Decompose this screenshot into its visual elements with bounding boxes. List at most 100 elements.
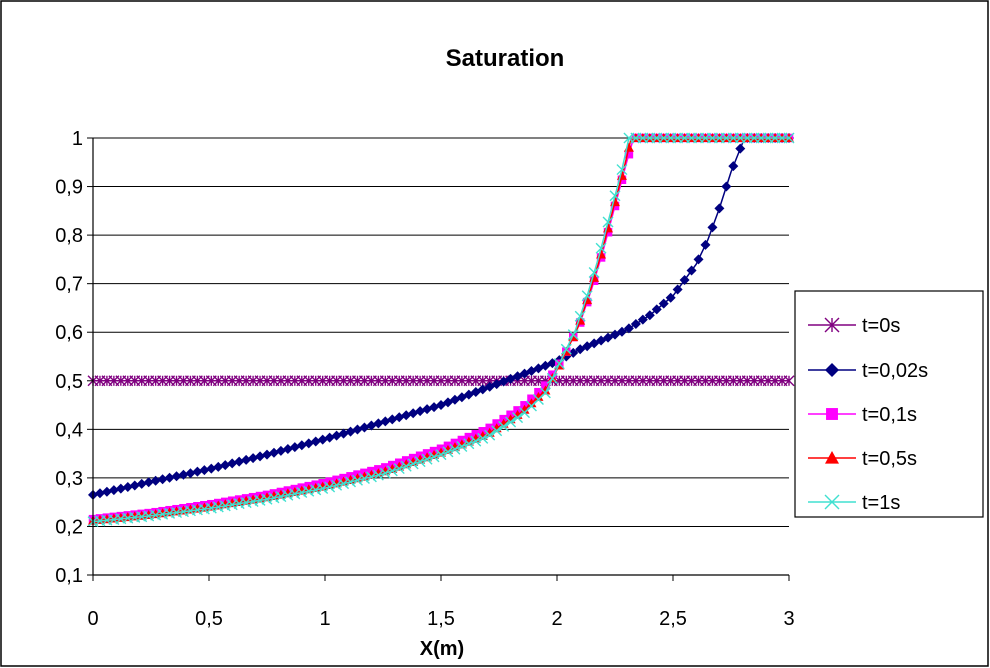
data-point bbox=[553, 358, 565, 370]
marker-stroke bbox=[143, 510, 155, 522]
legend-label: t=0,02s bbox=[862, 360, 928, 382]
marker-stroke bbox=[484, 429, 496, 441]
x-axis-title: X(m) bbox=[420, 638, 464, 660]
marker-stroke bbox=[442, 446, 454, 458]
marker-stroke bbox=[609, 190, 621, 202]
series-4 bbox=[87, 132, 795, 528]
marker-stroke bbox=[414, 456, 426, 468]
marker-stroke bbox=[477, 432, 489, 444]
data-point bbox=[637, 314, 648, 325]
data-point bbox=[220, 460, 231, 471]
marker-stroke bbox=[553, 358, 565, 370]
marker-stroke bbox=[177, 506, 189, 518]
marker-stroke bbox=[498, 420, 510, 432]
data-point bbox=[227, 458, 238, 469]
data-point bbox=[379, 467, 391, 479]
marker-stroke bbox=[233, 498, 245, 510]
marker-stroke bbox=[282, 489, 294, 501]
legend-label: t=0,5s bbox=[862, 448, 917, 470]
data-point bbox=[658, 298, 669, 309]
legend-frame bbox=[794, 290, 984, 518]
data-point bbox=[463, 438, 475, 450]
data-point bbox=[192, 466, 203, 477]
marker-stroke bbox=[310, 484, 322, 496]
data-point bbox=[108, 485, 119, 496]
data-point bbox=[289, 442, 300, 453]
x-tick-label: 1 bbox=[319, 608, 330, 630]
data-point bbox=[206, 463, 217, 474]
data-point bbox=[714, 203, 725, 214]
marker-stroke bbox=[546, 372, 558, 384]
data-point bbox=[512, 412, 524, 424]
data-point bbox=[498, 420, 510, 432]
marker-stroke bbox=[157, 508, 169, 520]
data-point bbox=[303, 438, 314, 449]
data-point bbox=[351, 474, 363, 486]
marker-stroke bbox=[574, 310, 586, 322]
marker-stroke bbox=[303, 485, 315, 497]
data-point bbox=[331, 479, 343, 491]
y-tick-label: 0,4 bbox=[55, 419, 83, 441]
data-point bbox=[143, 477, 154, 488]
legend-label: t=0,1s bbox=[862, 404, 917, 426]
data-point bbox=[310, 484, 322, 496]
data-point bbox=[624, 149, 634, 159]
data-point bbox=[484, 429, 496, 441]
data-point bbox=[651, 304, 662, 315]
x-tick-label: 2,5 bbox=[659, 608, 687, 630]
data-point bbox=[505, 416, 517, 428]
data-point bbox=[407, 458, 419, 470]
chart-title: Saturation bbox=[446, 45, 565, 72]
data-point bbox=[477, 432, 489, 444]
data-point bbox=[442, 446, 454, 458]
legend-marker bbox=[824, 494, 840, 510]
marker-stroke bbox=[345, 476, 357, 488]
marker-stroke bbox=[581, 290, 593, 302]
data-point bbox=[268, 492, 280, 504]
data-point bbox=[157, 474, 168, 485]
data-point bbox=[303, 485, 315, 497]
data-point bbox=[581, 290, 593, 302]
x-tick-label: 2 bbox=[551, 608, 562, 630]
data-point bbox=[470, 435, 482, 447]
marker-stroke bbox=[136, 511, 148, 523]
marker-stroke bbox=[219, 500, 231, 512]
data-point bbox=[616, 326, 627, 337]
legend-label: t=1s bbox=[862, 492, 900, 514]
data-point bbox=[199, 465, 210, 476]
data-point bbox=[456, 441, 468, 452]
data-point bbox=[317, 483, 329, 495]
legend-entry: t=0,1s bbox=[808, 404, 917, 426]
marker-stroke bbox=[428, 451, 440, 463]
marker-stroke bbox=[129, 511, 141, 523]
marker-stroke bbox=[783, 132, 795, 144]
marker-stroke bbox=[400, 460, 412, 472]
data-point bbox=[248, 453, 259, 464]
marker-stroke bbox=[567, 329, 579, 341]
legend-entry: t=0s bbox=[808, 315, 900, 337]
data-point bbox=[115, 483, 126, 494]
marker-stroke bbox=[435, 449, 447, 461]
data-point bbox=[310, 436, 321, 447]
data-point bbox=[491, 425, 503, 437]
legend-marker bbox=[824, 317, 840, 333]
marker-stroke bbox=[595, 242, 607, 254]
y-tick-label: 0,2 bbox=[55, 516, 83, 538]
legend-entry: t=1s bbox=[808, 492, 900, 514]
y-tick-label: 0,1 bbox=[55, 565, 83, 587]
y-tick-label: 0,5 bbox=[55, 371, 83, 393]
data-point bbox=[101, 486, 112, 497]
marker-stroke bbox=[372, 469, 384, 481]
marker-stroke bbox=[512, 412, 524, 424]
data-point bbox=[164, 472, 175, 483]
marker-stroke bbox=[268, 492, 280, 504]
marker-stroke bbox=[602, 216, 614, 228]
data-point bbox=[275, 491, 287, 503]
marker-stroke bbox=[296, 487, 308, 499]
data-point bbox=[268, 447, 279, 458]
marker-stroke bbox=[198, 503, 210, 515]
marker-stroke bbox=[358, 473, 370, 485]
data-point bbox=[282, 443, 293, 454]
marker-stroke bbox=[171, 507, 183, 519]
data-point bbox=[185, 468, 196, 479]
